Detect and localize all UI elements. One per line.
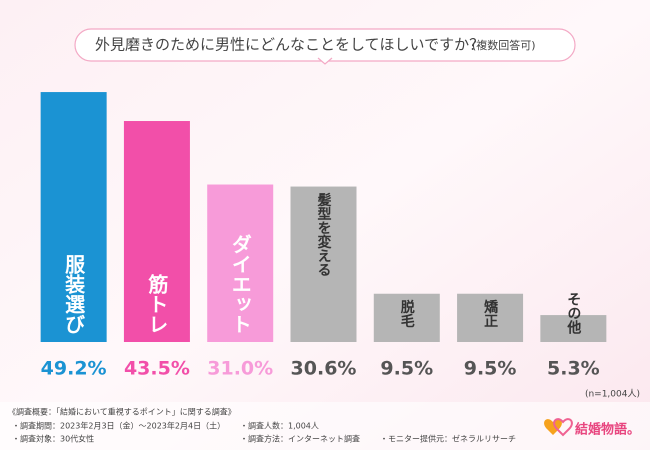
logo: 結婚物語。 [575,422,640,438]
category-label: 筋トレ [145,273,169,334]
value-label: 49.2% [41,358,107,380]
bar [290,186,357,342]
value-label: 5.3% [547,358,600,380]
survey-target: ・調査対象：30代女性 [12,434,94,444]
value-label: 31.0% [207,358,273,380]
bar [207,184,274,342]
category-label: ダイエット [228,234,252,334]
survey-period: ・調査期間：2023年2月3日（金）〜2023年2月4日（土） [12,421,225,431]
bar [123,121,190,343]
footer-band [0,402,650,450]
category-label: 矯正 [482,299,499,328]
title-note: (複数回答可) [472,38,536,52]
sample-note: (n=1,004人) [585,389,640,400]
title-pointer [317,57,333,65]
category-label: 服装選び [62,254,86,334]
bar [40,92,107,343]
logo-heart [544,419,562,435]
survey-count: ・調査人数：1,004人 [240,421,319,431]
logo-heart-outline [553,418,573,437]
chart-title: 外見磨きのために男性にどんなことをしてほしいですか？ [95,36,484,54]
survey-method: ・調査方法：インターネット調査 [240,434,360,444]
bar [457,293,524,342]
category-label: その他 [565,292,582,335]
value-label: 9.5% [380,358,433,380]
category-label: 脱毛 [399,299,415,329]
value-label: 43.5% [124,358,190,380]
value-label: 9.5% [464,358,517,380]
category-label: 髪型を変える [316,192,333,277]
bar [540,315,607,342]
survey-provider: ・モニター提供元：ゼネラルリサーチ [380,434,516,444]
survey-title: 《調査概要：「結婚において重視するポイント」に関する調査》 [8,407,236,417]
bar [373,293,440,342]
value-label: 30.6% [291,358,357,380]
